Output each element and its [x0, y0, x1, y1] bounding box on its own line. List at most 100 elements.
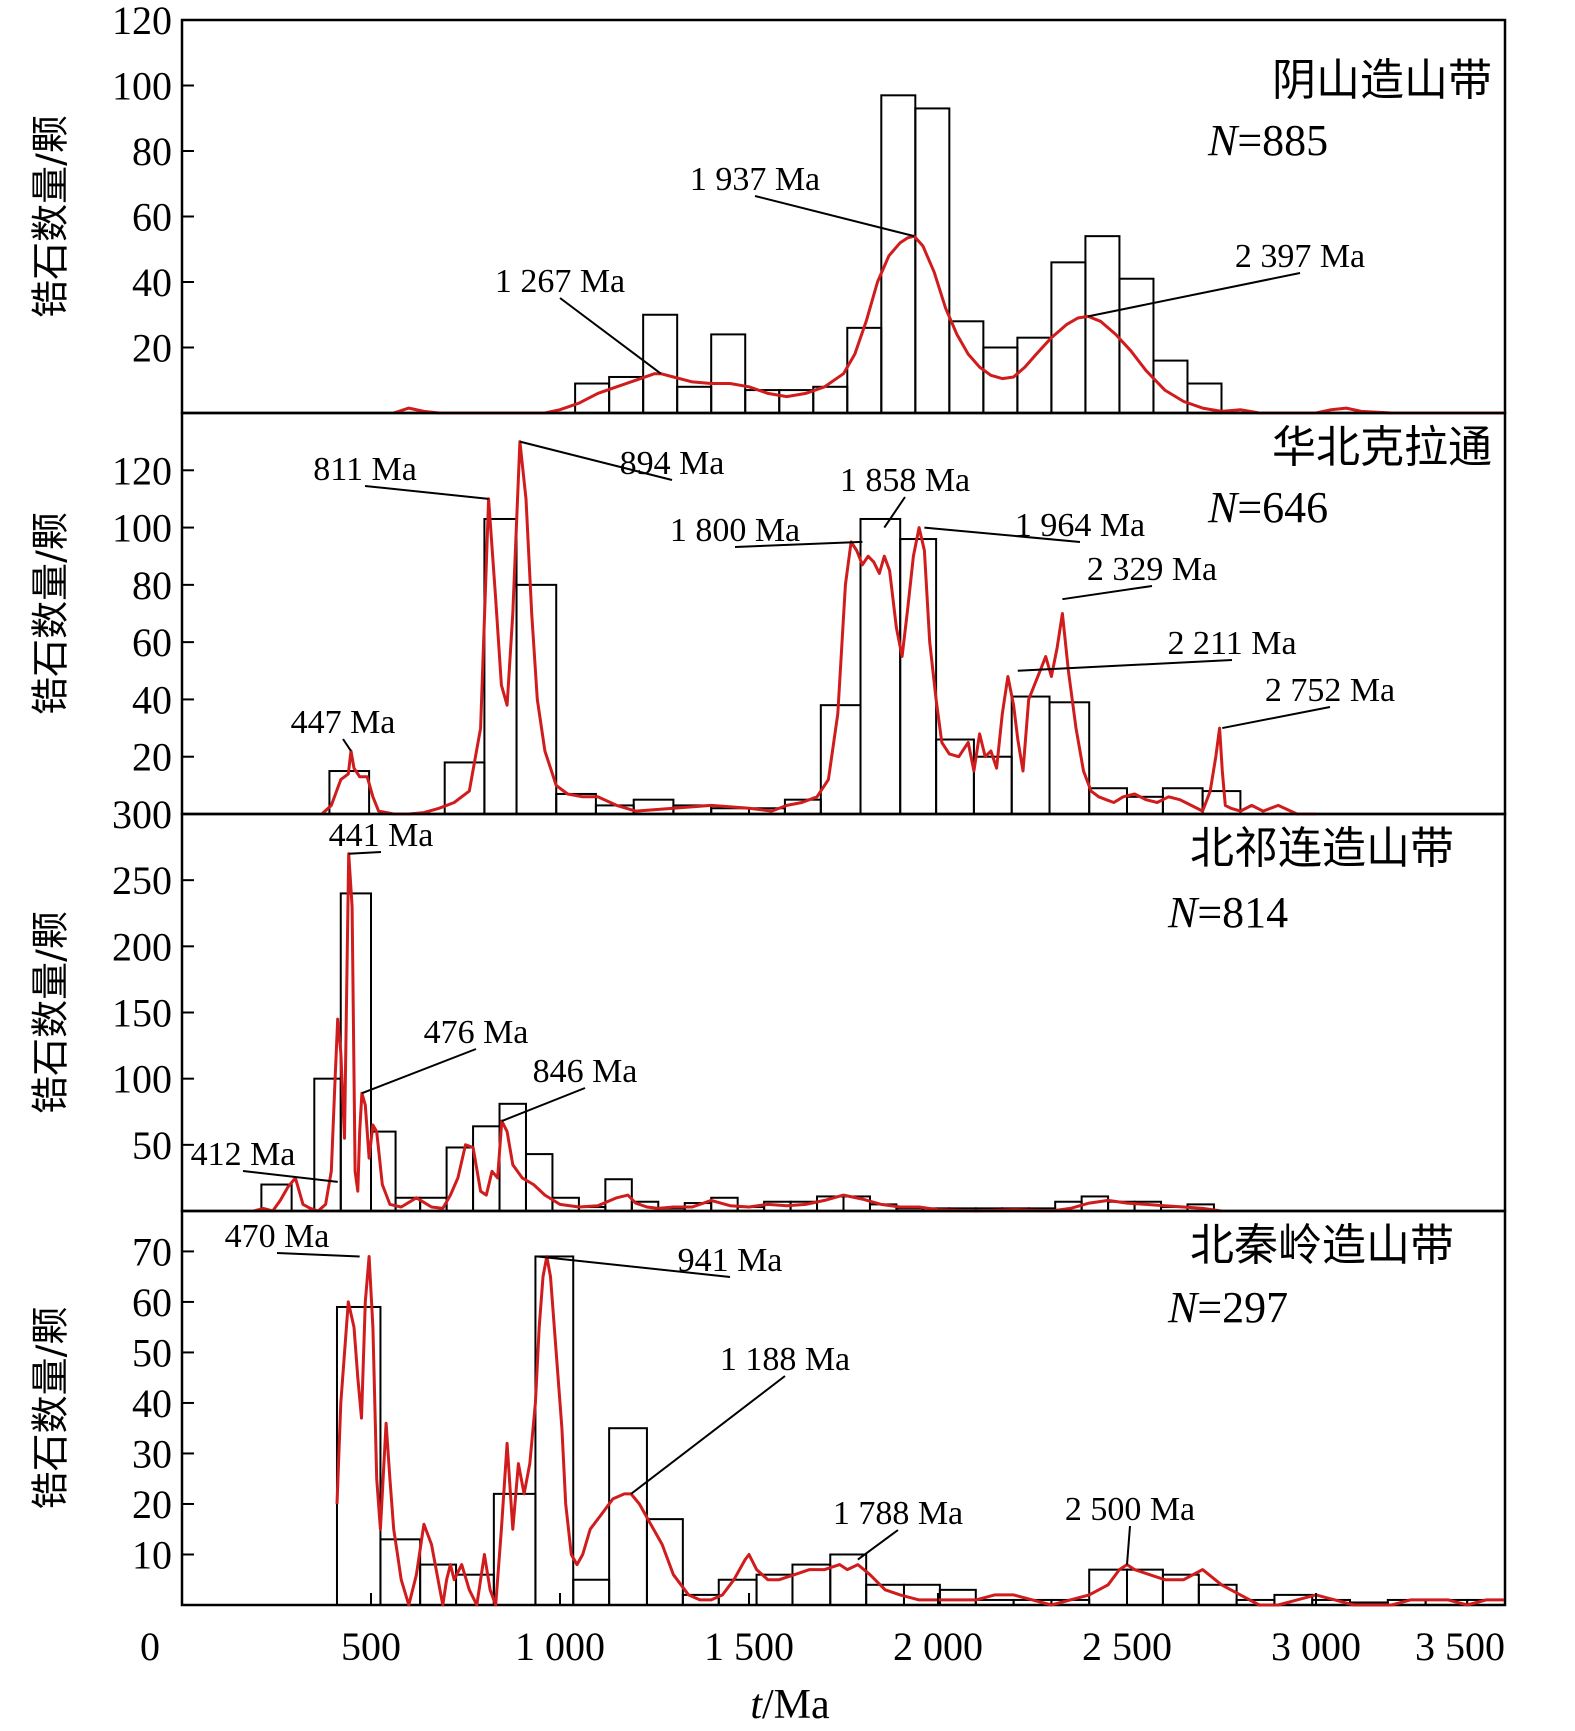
peak-leader-line — [1126, 1525, 1131, 1565]
peak-label: 1 267 Ma — [495, 263, 625, 300]
sample-count: N=297 — [1167, 1283, 1288, 1332]
peak-label: 1 858 Ma — [840, 462, 970, 499]
histogram-bar — [819, 704, 862, 816]
y-axis: 10 20 30 40 50 60 70 — [132, 1229, 194, 1577]
y-tick-label: 80 — [132, 129, 172, 174]
y-tick-label: 20 — [132, 735, 172, 780]
y-tick-label: 100 — [112, 506, 172, 551]
y-tick-label: 70 — [132, 1229, 172, 1274]
histogram-bar — [1048, 701, 1091, 815]
histogram-bar — [574, 382, 611, 414]
y-tick-label: 60 — [132, 1280, 172, 1325]
histogram-bar — [1016, 336, 1053, 414]
histogram-bar — [914, 107, 951, 415]
peak-label: 441 Ma — [329, 817, 434, 854]
y-axis: 50 100 150 200 250 300 — [112, 792, 194, 1168]
peak-annotations: 447 Ma 811 Ma 894 Ma 1 800 Ma 1 858 Ma 1 964 … — [291, 440, 1395, 752]
peak-label: 2 211 Ma — [1167, 625, 1296, 662]
y-axis: 20 40 60 80 100 120 — [112, 0, 194, 371]
peak-leader-line — [1087, 272, 1301, 318]
peak-leader-line — [501, 1087, 586, 1122]
histogram-bars — [260, 892, 1215, 1213]
probability-density-curve — [320, 440, 1316, 816]
peak-leader-line — [519, 440, 673, 481]
histogram-bars — [335, 1255, 1506, 1607]
y-tick-label: 100 — [112, 1057, 172, 1102]
peak-leader-line — [857, 1529, 899, 1561]
y-tick-label: 40 — [132, 260, 172, 305]
y-axis-label: 锆石数量/颗 — [28, 911, 72, 1114]
peak-label: 2 500 Ma — [1065, 1491, 1195, 1528]
peak-leader-line — [348, 851, 382, 855]
peak-label: 811 Ma — [313, 451, 417, 488]
sample-count: N=646 — [1207, 483, 1328, 532]
probability-density-curve — [393, 234, 1505, 415]
peak-label: 941 Ma — [678, 1242, 783, 1279]
y-tick-label: 10 — [132, 1532, 172, 1577]
histogram-bar — [1197, 1583, 1238, 1607]
peak-leader-line — [537, 1255, 731, 1278]
y-tick-label: 80 — [132, 563, 172, 608]
peak-label: 1 800 Ma — [670, 512, 800, 549]
histogram-bar — [370, 1130, 397, 1212]
peak-leader-line — [924, 526, 1081, 543]
y-tick-label: 40 — [132, 1381, 172, 1426]
histogram-bar — [938, 1588, 977, 1607]
peak-label: 846 Ma — [533, 1053, 638, 1090]
peak-label: 1 964 Ma — [1015, 507, 1145, 544]
peak-label: 1 937 Ma — [690, 161, 820, 198]
histogram-bar — [982, 346, 1019, 414]
panel-4: 10 20 30 40 50 60 70 锆石数量/颗 北秦岭造山带 N=297 470 Ma 941… — [28, 1209, 1507, 1607]
x-tick-label: 3 000 — [1271, 1624, 1361, 1669]
y-axis-label: 锆石数量/颗 — [28, 1307, 72, 1510]
x-tick-label: 500 — [341, 1624, 401, 1669]
histogram-bar — [1088, 1568, 1128, 1606]
histogram-bar — [710, 333, 747, 414]
y-tick-label: 50 — [132, 1330, 172, 1375]
histogram-bar — [1126, 1568, 1164, 1606]
histogram-bar — [880, 94, 917, 414]
peak-leader-line — [883, 496, 906, 529]
histogram-bar — [1010, 695, 1051, 815]
probability-density-curve — [253, 852, 1222, 1213]
y-tick-label: 250 — [112, 858, 172, 903]
peak-label: 470 Ma — [225, 1218, 330, 1255]
histogram-bar — [676, 385, 713, 414]
histogram-bar — [335, 1305, 382, 1606]
x-tick-label: 2 500 — [1082, 1624, 1172, 1669]
histogram-bar — [534, 1255, 575, 1606]
x-axis: 0 500 1 000 1 500 2 000 2 500 3 000 3 500 — [140, 1593, 1506, 1669]
histogram-bars — [574, 94, 1223, 415]
y-tick-label: 60 — [132, 195, 172, 240]
peak-leader-line — [242, 1170, 338, 1183]
y-axis-label: 锆石数量/颗 — [28, 512, 72, 715]
histogram-bar — [443, 761, 486, 816]
peak-leader-line — [754, 195, 915, 238]
sample-count: N=885 — [1207, 116, 1328, 165]
peak-label: 2 329 Ma — [1087, 551, 1217, 588]
y-tick-label: 120 — [112, 0, 172, 43]
y-tick-label: 200 — [112, 924, 172, 969]
histogram-bar — [902, 1583, 941, 1607]
histogram-bar — [899, 538, 938, 815]
y-tick-label: 20 — [132, 1482, 172, 1527]
x-tick-label: 1 000 — [515, 1624, 605, 1669]
y-tick-label: 50 — [132, 1123, 172, 1168]
y-tick-label: 300 — [112, 792, 172, 837]
peak-leader-line — [734, 540, 863, 548]
histogram-bar — [974, 1598, 1015, 1607]
y-tick-label: 60 — [132, 620, 172, 665]
y-axis-label: 锆石数量/颗 — [28, 115, 72, 318]
histogram-bar — [645, 1518, 684, 1606]
peak-label: 1 188 Ma — [720, 1341, 850, 1378]
peak-annotations: 1 267 Ma 1 937 Ma 2 397 Ma — [495, 161, 1365, 375]
x-tick-label: 3 500 — [1415, 1624, 1505, 1669]
x-axis-label-italic: t — [750, 1682, 763, 1728]
peak-annotations: 470 Ma 941 Ma 1 188 Ma 1 788 Ma 2 500 Ma — [225, 1218, 1195, 1565]
peak-label: 894 Ma — [620, 445, 725, 482]
probability-density-curve — [335, 1255, 1505, 1607]
region-name: 华北克拉通 — [1272, 422, 1492, 473]
sample-count-symbol: N — [1207, 116, 1240, 165]
sample-count-value: =297 — [1197, 1283, 1288, 1332]
sample-count-symbol: N — [1167, 888, 1200, 937]
